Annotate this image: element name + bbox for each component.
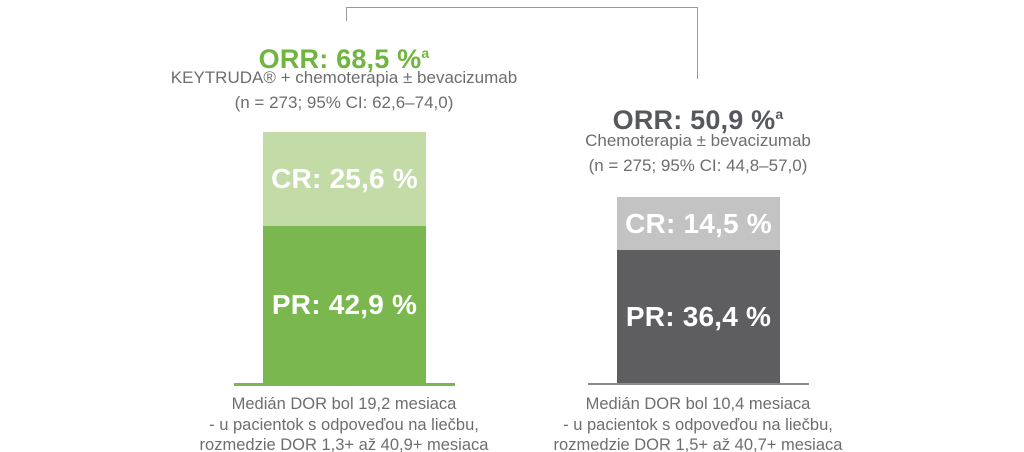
- pr-segment: PR: 42,9 %: [263, 226, 426, 383]
- dor-line: Medián DOR bol 10,4 mesiaca: [585, 395, 811, 413]
- pr-label: PR: 42,9 %: [271, 288, 418, 320]
- dor-footer: Medián DOR bol 10,4 mesiaca - u paciento…: [518, 394, 878, 452]
- comparison-bracket-tick: [346, 7, 347, 21]
- n-ci-label: (n = 275; 95% CI: 44,8–57,0): [588, 156, 808, 175]
- dor-line: - u pacientok s odpoveďou na liečbu,: [209, 415, 479, 434]
- pr-label: PR: 36,4 %: [625, 300, 772, 332]
- stacked-bar: CR: 25,6 % PR: 42,9 %: [263, 132, 426, 383]
- treatment-label: Chemoterapia ± bevacizumab: [585, 131, 811, 150]
- orr-heading: ORR: 68,5 %a: [164, 40, 524, 73]
- stacked-bar: CR: 14,5 % PR: 36,4 %: [617, 197, 780, 383]
- dor-line: rozmedzie DOR 1,3+ až 40,9+ mesiaca: [199, 436, 489, 452]
- cr-segment: CR: 14,5 %: [617, 197, 780, 250]
- baseline: [234, 383, 455, 386]
- cr-segment: CR: 25,6 %: [263, 132, 426, 226]
- cr-label: CR: 14,5 %: [625, 207, 772, 239]
- orr-heading: ORR: 50,9 %a: [518, 101, 878, 134]
- n-ci-label: (n = 273; 95% CI: 62,6–74,0): [234, 93, 454, 112]
- dor-footer: Medián DOR bol 19,2 mesiaca - u paciento…: [164, 394, 524, 452]
- orr-value-text: ORR: 68,5 %: [258, 44, 422, 74]
- pr-segment: PR: 36,4 %: [617, 250, 780, 383]
- orr-value-text: ORR: 50,9 %: [612, 105, 776, 135]
- baseline: [588, 383, 809, 385]
- arm-keytruda: ORR: 68,5 %a KEYTRUDA® + chemoterapia ± …: [164, 0, 524, 452]
- arm-chemotherapy: ORR: 50,9 %a Chemoterapia ± bevacizumab …: [518, 0, 878, 452]
- dor-line: rozmedzie DOR 1,5+ až 40,7+ mesiaca: [553, 436, 843, 452]
- dor-line: Medián DOR bol 19,2 mesiaca: [231, 395, 457, 413]
- dor-line: - u pacientok s odpoveďou na liečbu,: [563, 415, 833, 434]
- orr-footnote-marker: a: [421, 45, 430, 61]
- cr-label: CR: 25,6 %: [271, 163, 418, 194]
- orr-footnote-marker: a: [775, 106, 784, 122]
- comparison-bracket: [346, 7, 698, 79]
- treatment-label: KEYTRUDA® + chemoterapia ± bevacizumab: [170, 68, 518, 87]
